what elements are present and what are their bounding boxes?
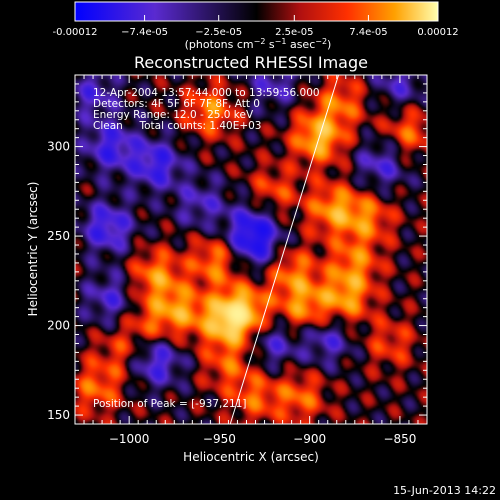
colorbar-frame [74, 1, 439, 22]
colorbar-unit-label: (photons cm−2 s−1 asec−2) [185, 37, 332, 51]
colorbar-ticks: -0.00012 −7.4e-05 −2.5e-05 2.5e-05 7.4e-05 0.… [53, 15, 459, 38]
y-tick-label: 250 [47, 229, 70, 243]
colorbar-gradient [75, 2, 438, 21]
x-tick-label: −950 [203, 432, 236, 446]
colorbar: -0.00012 −7.4e-05 −2.5e-05 2.5e-05 7.4e-05 0.… [53, 1, 459, 51]
x-tick-label: −850 [383, 432, 416, 446]
x-tick-label: −900 [293, 432, 326, 446]
chart-title: Reconstructed RHESSI Image [134, 53, 368, 72]
x-axis: −1000 −950 −900 −850 [83, 75, 419, 446]
x-tick-label: −1000 [109, 432, 150, 446]
peak-position-label: Position of Peak = [-937,211] [93, 398, 247, 410]
y-tick-label: 300 [47, 140, 70, 154]
colorbar-tick-label: 0.00012 [417, 27, 458, 38]
colorbar-tick-label: −2.5e-05 [195, 27, 242, 38]
plot-frame [74, 74, 428, 425]
colorbar-tick-label: −7.4e-05 [121, 27, 168, 38]
colorbar-tick-label: 7.4e-05 [349, 27, 387, 38]
x-axis-label: Heliocentric X (arcsec) [183, 450, 319, 464]
annotation-energy: Energy Range: 12.0 - 25.0 keV [93, 109, 254, 121]
annotation-detectors: Detectors: 4F 5F 6F 7F 8F, Att 0 [93, 98, 260, 110]
image-area [75, 75, 427, 424]
solar-limb-line [229, 75, 340, 424]
annotation-block: 12-Apr-2004 13:57:44.000 to 13:59:56.000… [93, 87, 320, 410]
y-tick-label: 200 [47, 319, 70, 333]
colorbar-tick-label: 2.5e-05 [275, 27, 313, 38]
annotation-time: 12-Apr-2004 13:57:44.000 to 13:59:56.000 [93, 87, 320, 99]
y-axis: 150 200 250 300 [47, 74, 427, 425]
heatmap-image [75, 75, 427, 424]
y-tick-label: 150 [47, 408, 70, 422]
y-axis-label: Heliocentric Y (arcsec) [26, 182, 40, 317]
colorbar-tick-label: -0.00012 [53, 27, 98, 38]
footer-date: 15-Jun-2013 14:22 [393, 484, 496, 497]
annotation-counts: Clean Total counts: 1.40E+03 [93, 120, 262, 132]
